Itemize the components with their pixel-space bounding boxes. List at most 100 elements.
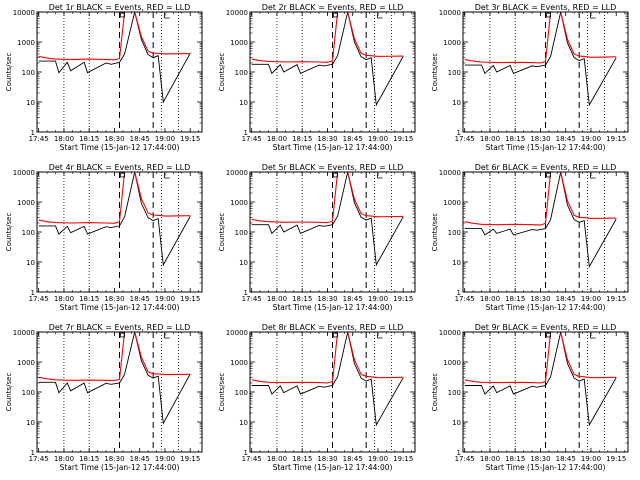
x-tick-label: 18:00 — [54, 455, 74, 463]
events-series-line — [464, 332, 617, 427]
x-tick-label: 18:15 — [505, 455, 525, 463]
y-tick-label: 100 — [22, 69, 35, 77]
x-tick-label: 18:45 — [556, 455, 576, 463]
y-tick-label: 1 — [31, 289, 35, 297]
y-tick-label: 100 — [448, 389, 461, 397]
x-tick-label: 18:45 — [343, 135, 363, 143]
x-tick-label: 18:15 — [292, 455, 312, 463]
x-tick-label: 18:30 — [317, 455, 337, 463]
y-tick-label: 1000 — [230, 39, 248, 47]
events-series-line — [38, 172, 191, 267]
x-tick-label: 18:15 — [79, 295, 99, 303]
x-tick-label: 19:00 — [581, 135, 601, 143]
x-tick-label: 18:15 — [79, 455, 99, 463]
events-series-line — [251, 12, 404, 107]
y-axis-label: Counts/sec — [5, 213, 13, 252]
x-tick-label: 18:00 — [267, 455, 287, 463]
y-tick-label: 1000 — [17, 199, 35, 207]
x-tick-label: 19:00 — [368, 455, 388, 463]
y-tick-label: 1 — [31, 129, 35, 137]
x-tick-label: 18:30 — [317, 295, 337, 303]
x-tick-label: 19:15 — [393, 135, 413, 143]
x-tick-label: 18:00 — [54, 135, 74, 143]
events-series-line — [251, 332, 404, 427]
y-tick-label: 100 — [448, 69, 461, 77]
chart-title: Det 8r BLACK = Events, RED = LLD — [262, 323, 404, 332]
y-tick-label: 1 — [457, 449, 461, 457]
y-tick-label: 1 — [457, 289, 461, 297]
y-tick-label: 100 — [235, 229, 248, 237]
y-tick-label: 10000 — [439, 169, 461, 177]
x-tick-label: 18:30 — [530, 455, 550, 463]
x-tick-label: 19:15 — [180, 295, 200, 303]
x-axis-label: Start Time (15-Jan-12 17:44:00) — [486, 143, 606, 152]
chart-panel-4: 1 10 100 1000 10000 17:45 18:00 18:15 18:30 18:45… — [5, 163, 203, 312]
y-tick-label: 100 — [22, 389, 35, 397]
x-tick-label: 19:15 — [606, 455, 626, 463]
chart-panel-5: 1 10 100 1000 10000 17:45 18:00 18:15 18:30 18:45… — [218, 163, 416, 312]
x-tick-label: 17:45 — [242, 455, 262, 463]
x-tick-label: 18:45 — [130, 135, 150, 143]
y-axis-label: Counts/sec — [218, 373, 226, 412]
y-tick-label: 1000 — [230, 359, 248, 367]
x-tick-label: 17:45 — [242, 135, 262, 143]
x-tick-label: 17:45 — [455, 455, 475, 463]
y-axis-label: Counts/sec — [431, 53, 439, 92]
chart-title: Det 4r BLACK = Events, RED = LLD — [49, 163, 191, 172]
y-tick-label: 10 — [239, 259, 248, 267]
y-tick-label: 100 — [448, 229, 461, 237]
y-tick-label: 1000 — [443, 359, 461, 367]
chart-panel-2: 1 10 100 1000 10000 17:45 18:00 18:15 18:30 18:45… — [218, 3, 416, 152]
x-tick-label: 18:30 — [104, 295, 124, 303]
y-tick-label: 10 — [452, 259, 461, 267]
y-axis-label: Counts/sec — [5, 373, 13, 412]
lld-series-line — [251, 332, 404, 384]
events-series-line — [38, 332, 191, 425]
x-tick-label: 18:00 — [480, 455, 500, 463]
y-tick-label: 10 — [239, 99, 248, 107]
x-tick-label: 19:00 — [368, 295, 388, 303]
x-axis-label: Start Time (15-Jan-12 17:44:00) — [273, 143, 393, 152]
flag-marker-box — [546, 332, 551, 338]
x-tick-label: 17:45 — [29, 135, 49, 143]
x-axis-label: Start Time (15-Jan-12 17:44:00) — [60, 303, 180, 312]
y-tick-label: 10 — [452, 99, 461, 107]
x-tick-label: 18:00 — [267, 135, 287, 143]
x-tick-label: 18:45 — [130, 295, 150, 303]
y-tick-label: 10 — [239, 419, 248, 427]
chart-title: Det 7r BLACK = Events, RED = LLD — [49, 323, 191, 332]
x-tick-label: 19:15 — [393, 455, 413, 463]
y-axis-label: Counts/sec — [431, 213, 439, 252]
x-tick-label: 19:00 — [368, 135, 388, 143]
x-tick-label: 18:45 — [343, 295, 363, 303]
x-tick-label: 18:15 — [505, 135, 525, 143]
lld-series-line — [464, 12, 617, 64]
chart-title: Det 5r BLACK = Events, RED = LLD — [262, 163, 404, 172]
chart-title: Det 1r BLACK = Events, RED = LLD — [49, 3, 191, 12]
x-tick-label: 18:30 — [530, 135, 550, 143]
y-tick-label: 100 — [22, 229, 35, 237]
chart-title: Det 3r BLACK = Events, RED = LLD — [475, 3, 617, 12]
y-tick-label: 10000 — [13, 329, 35, 337]
x-tick-label: 19:15 — [393, 295, 413, 303]
y-tick-label: 10000 — [439, 329, 461, 337]
y-tick-label: 1 — [244, 129, 248, 137]
y-tick-label: 1000 — [230, 199, 248, 207]
x-tick-label: 18:00 — [267, 295, 287, 303]
y-axis-label: Counts/sec — [431, 373, 439, 412]
y-tick-label: 1 — [31, 449, 35, 457]
x-axis-label: Start Time (15-Jan-12 17:44:00) — [60, 463, 180, 472]
y-tick-label: 10 — [452, 419, 461, 427]
flag-marker-box — [120, 332, 125, 338]
y-tick-label: 1000 — [443, 199, 461, 207]
x-tick-label: 18:30 — [530, 295, 550, 303]
x-axis-label: Start Time (15-Jan-12 17:44:00) — [273, 303, 393, 312]
x-tick-label: 18:30 — [104, 455, 124, 463]
x-tick-label: 17:45 — [29, 295, 49, 303]
y-tick-label: 10 — [26, 99, 35, 107]
chart-panel-1: 1 10 100 1000 10000 17:45 18:00 18:15 18:30 18:45… — [5, 3, 203, 152]
x-tick-label: 18:15 — [79, 135, 99, 143]
x-tick-label: 19:00 — [155, 295, 175, 303]
x-tick-label: 19:00 — [581, 455, 601, 463]
x-axis-label: Start Time (15-Jan-12 17:44:00) — [273, 463, 393, 472]
